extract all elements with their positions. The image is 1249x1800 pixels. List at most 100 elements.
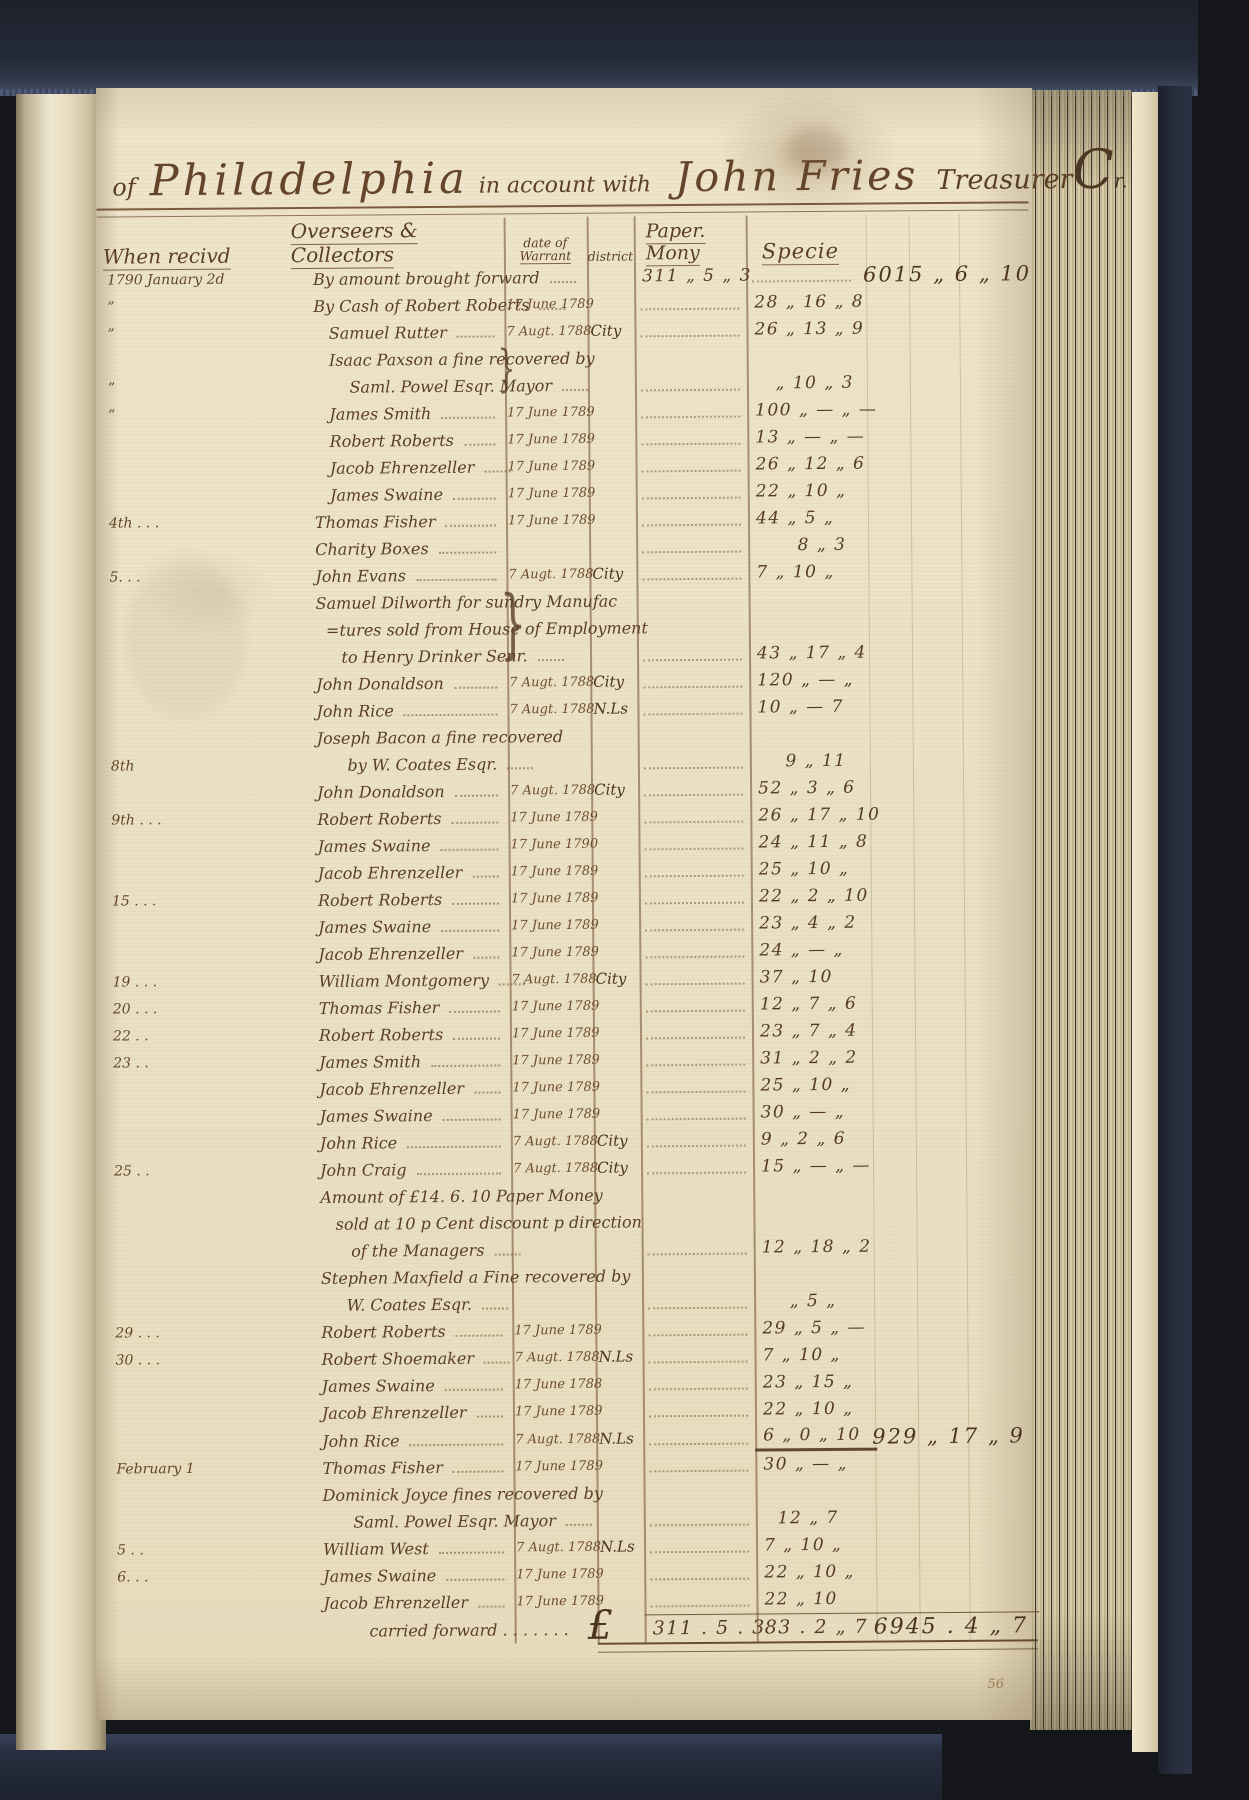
- overseer-name-cell: James Smith: [258, 399, 505, 428]
- overseer-name-cell: Thomas Fisher: [266, 1453, 513, 1482]
- specie-cell: 31 „ 2 „ 2: [752, 1045, 865, 1073]
- fore-edge-page-stack: [1030, 90, 1132, 1730]
- entry-text: Samuel Dilworth for sundry Manufac: [315, 591, 618, 613]
- district-cell: City: [590, 321, 622, 340]
- specie-amount: 31 „ 2 „ 2: [760, 1047, 858, 1069]
- when-received-cell: 8th: [110, 758, 135, 775]
- overseer-name-cell: John Donaldson: [260, 669, 507, 698]
- specie-cell: 8 „ 3: [748, 532, 861, 560]
- specie-amount: 25 „ 10 „: [760, 1074, 852, 1096]
- dotted-leader: [640, 333, 740, 338]
- running-total-amount: 6945 . 4 „ 7: [873, 1613, 1029, 1640]
- dotted-leader: [445, 523, 497, 527]
- dotted-leader: [648, 1413, 748, 1418]
- entry-text-line: John Evans: [315, 561, 506, 589]
- overseer-name-cell: Charity Boxes: [259, 534, 506, 563]
- warrant-date-cell: 7 Augt. 1788: [510, 782, 596, 799]
- dotted-leader: [640, 306, 739, 311]
- dotted-leader: [644, 873, 744, 878]
- entry-text: W. Coates Esqr.: [321, 1294, 473, 1315]
- overseer-name-cell: Jacob Ehrenzeller: [262, 858, 509, 887]
- when-received-cell: 23 . .: [113, 1055, 149, 1072]
- warrant-date-cell: 17 June 1788: [514, 1376, 603, 1393]
- overseer-name-cell: John Rice: [266, 1426, 513, 1455]
- heading-middle: in account with: [478, 172, 652, 199]
- dotted-leader: [415, 577, 497, 582]
- dotted-leader: [438, 1550, 505, 1555]
- dotted-leader: [649, 1468, 748, 1473]
- entry-text-line: Robert Roberts: [314, 426, 505, 454]
- dotted-leader: [752, 278, 852, 283]
- specie-cell: 22 „ 10 „: [756, 1559, 869, 1587]
- column-header-row: When recivd Overseers & Collectors date …: [97, 213, 1029, 271]
- specie-amount: 8 „ 3: [756, 534, 847, 556]
- specie-amount: 26 „ 12 „ 6: [755, 453, 866, 475]
- dotted-leader: [643, 657, 742, 662]
- entry-text-line: John Donaldson: [317, 777, 508, 805]
- warrant-date-cell: 7 Augt. 1788: [509, 674, 595, 691]
- dotted-leader: [643, 684, 742, 689]
- dotted-leader: [641, 495, 741, 500]
- overseer-name-cell: Robert Shoemaker: [265, 1344, 512, 1373]
- overseer-name-cell: Robert Roberts: [265, 1317, 512, 1346]
- specie-amount: 30 „ — „: [763, 1453, 848, 1475]
- entry-text-line: John Rice: [316, 696, 507, 724]
- specie-amount: 7 „ 10 „: [763, 1534, 843, 1556]
- dotted-leader: [454, 793, 499, 797]
- dotted-leader: [644, 792, 743, 797]
- running-total-cell: 6015 „ 6 „ 10: [859, 260, 1031, 288]
- bleed-through-smudge: [126, 558, 246, 718]
- overseer-name-cell: Thomas Fisher: [259, 507, 506, 536]
- entry-text: William Montgomery: [318, 970, 490, 991]
- entry-text-line: James Swaine: [317, 831, 508, 859]
- entry-text-line: Robert Roberts: [321, 1317, 512, 1345]
- overseer-name-cell: John Evans: [259, 561, 506, 590]
- specie-cell: 24 „ — „: [751, 937, 864, 965]
- overseer-name-cell: John Rice: [260, 696, 507, 725]
- entry-text: John Rice: [322, 1431, 400, 1451]
- when-received-cell: 9th . . .: [111, 812, 162, 829]
- warrant-date-cell: 7 Augt. 1788: [506, 323, 592, 340]
- entry-text-line: James Smith: [319, 1047, 510, 1075]
- ledger-row: ” Isaac Paxson a fine recovered by Saml.…: [98, 339, 1030, 402]
- entry-text-line: Joseph Bacon a fine recovered: [317, 723, 564, 751]
- specie-amount: 120 „ — „: [757, 669, 855, 691]
- entry-text: By amount brought forward: [312, 268, 540, 289]
- when-received-cell: ”: [107, 299, 115, 316]
- specie-cell: 26 „ 12 „ 6: [747, 451, 865, 479]
- entry-text-line: John Craig: [320, 1155, 511, 1183]
- dotted-leader: [456, 334, 495, 338]
- specie-cell: 6 „ 0 „ 10: [755, 1422, 877, 1452]
- overseer-name-cell: James Swaine: [266, 1371, 513, 1400]
- heading-place: Philadelphia: [149, 153, 469, 207]
- entry-text: Robert Roberts: [317, 889, 443, 910]
- entry-text-line: Robert Roberts: [317, 804, 508, 832]
- credit-mark-r: r.: [1113, 168, 1128, 193]
- dotted-leader: [416, 1171, 502, 1176]
- warrant-date-cell: 17 June 1789: [510, 890, 599, 907]
- ledger-row: Stephen Maxfield a Fine recovered by W. …: [105, 1259, 1037, 1320]
- dotted-leader: [648, 1305, 747, 1310]
- specie-amount: 22 „ 10: [764, 1588, 838, 1610]
- entry-text: =tures sold from House of Employment: [315, 618, 648, 640]
- entry-text: Robert Roberts: [314, 430, 454, 451]
- when-received-cell: 5 . .: [116, 1542, 144, 1559]
- specie-cell: 22 „ 10: [756, 1586, 869, 1614]
- overseer-name-cell: Thomas Fisher: [263, 993, 510, 1022]
- entry-text: by W. Coates Esqr.: [316, 754, 498, 775]
- dotted-leader: [646, 1062, 745, 1067]
- entry-text-line: Jacob Ehrenzeller: [318, 939, 509, 967]
- entry-text-line: Samuel Rutter: [313, 318, 504, 346]
- entry-text-line: Dominick Joyce fines recovered by: [323, 1480, 603, 1508]
- dotted-leader: [643, 765, 743, 770]
- warrant-date-cell: 17 June 1789: [512, 1106, 601, 1123]
- entry-text: of the Managers: [320, 1240, 485, 1261]
- entry-text: Robert Shoemaker: [321, 1348, 475, 1369]
- when-received-cell: 30 . . .: [115, 1352, 161, 1369]
- specie-cell: 26 „ 13 „ 9: [746, 316, 864, 344]
- entry-text: Amount of £14. 6. 10 Paper Money: [320, 1185, 603, 1207]
- entry-text-line: John Rice: [322, 1426, 513, 1454]
- dotted-leader: [472, 955, 500, 959]
- entry-text-line: James Swaine: [320, 1101, 511, 1129]
- warrant-date-cell: 17 June 1789: [514, 1403, 603, 1420]
